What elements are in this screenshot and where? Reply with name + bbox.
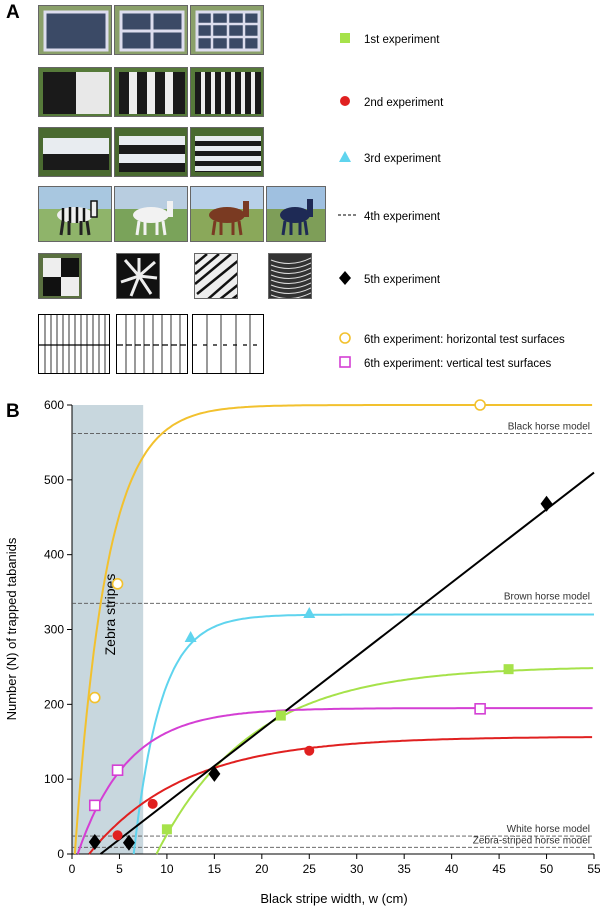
y-tick-label: 0	[57, 847, 64, 861]
photo-checkerboard-pattern	[38, 253, 82, 299]
legend-item-exp6-vertical: 6th experiment: vertical test surfaces	[338, 355, 551, 372]
x-tick-label: 35	[398, 862, 412, 876]
legend-label-exp1: 1st experiment	[364, 33, 440, 46]
legend-label-exp6-horizontal: 6th experiment: horizontal test surfaces	[364, 333, 565, 346]
photo-diagonal-stripe-pattern	[194, 253, 238, 299]
legend-item-exp5: 5th experiment	[338, 270, 440, 289]
legend-label-exp4: 4th experiment	[364, 210, 441, 223]
x-axis-label: Black stripe width, w (cm)	[260, 891, 407, 906]
photo-tray-medium-stripes	[114, 67, 188, 117]
series-curve	[99, 471, 595, 855]
x-tick-label: 55	[587, 862, 600, 876]
dashed-line-marker-icon	[338, 214, 358, 216]
panel-b-letter: B	[6, 401, 20, 422]
series-curve	[73, 404, 593, 855]
green-square-marker-icon	[340, 33, 350, 43]
y-axis-label: Number (N) of trapped tabanids	[4, 537, 19, 720]
x-tick-label: 20	[255, 862, 269, 876]
data-point-triangle	[303, 607, 316, 619]
legend-item-exp6-horizontal: 6th experiment: horizontal test surfaces	[338, 331, 565, 348]
data-point-open-square	[111, 764, 124, 776]
legend-item-exp3: 3rd experiment	[338, 150, 441, 167]
black-diamond-marker-icon	[339, 271, 351, 285]
data-point-square	[161, 824, 172, 835]
legend-label-exp5: 5th experiment	[364, 273, 441, 286]
legend-item-exp4: 4th experiment	[338, 208, 440, 225]
x-tick-label: 30	[350, 862, 364, 876]
zebra-stripes-label: Zebra stripes	[102, 574, 118, 656]
panel-b-chart: B Zebra stripes 0 100 200 300 400 500 600 0 5 10 15…	[4, 398, 600, 906]
data-point-square	[275, 710, 286, 721]
legend-label-exp2: 2nd experiment	[364, 96, 444, 109]
x-tick-label: 0	[69, 862, 76, 876]
series-curve	[76, 707, 593, 855]
data-point-circle	[304, 745, 315, 756]
data-point-circle	[112, 830, 123, 841]
legend-label-exp3: 3rd experiment	[364, 152, 441, 165]
data-point-diamond	[208, 765, 221, 782]
magenta-open-square-marker-icon	[339, 356, 351, 368]
x-tick-label: 10	[160, 862, 174, 876]
data-point-circle	[147, 798, 158, 809]
reference-line-label: Brown horse model	[504, 591, 590, 602]
legend-item-exp2: 2nd experiment	[338, 94, 443, 111]
photo-fine-curved-pattern	[268, 253, 312, 299]
x-tick-label: 50	[540, 862, 554, 876]
photo-radial-stripe-pattern	[116, 253, 160, 299]
red-circle-marker-icon	[340, 96, 350, 106]
legend-label-exp6-vertical: 6th experiment: vertical test surfaces	[364, 357, 552, 370]
photo-board-two-stripes	[114, 127, 188, 177]
legend-item-exp1: 1st experiment	[338, 31, 439, 48]
data-point-diamond	[88, 834, 101, 851]
data-point-open-square	[88, 799, 101, 812]
x-tick-label: 15	[208, 862, 222, 876]
panel-a: A	[0, 0, 600, 395]
y-tick-label: 600	[44, 398, 64, 412]
y-tick-label: 300	[44, 623, 64, 637]
reference-line-label: Zebra-striped horse model	[473, 835, 590, 846]
photo-zebra-horse-model	[38, 186, 112, 242]
data-point-open-circle	[474, 399, 486, 411]
y-tick-label: 100	[44, 772, 64, 786]
plot-area: Zebra stripes 0 100 200 300 400 500 600 0 5 10 15 20…	[44, 398, 600, 876]
photo-tray-narrow-stripes	[190, 67, 264, 117]
y-tick-label: 200	[44, 697, 64, 711]
cyan-triangle-marker-icon	[339, 151, 351, 162]
photo-board-many-stripes	[190, 127, 264, 177]
diagram-test-surface-medium	[116, 314, 188, 374]
photo-black-horse-model	[266, 186, 326, 242]
photo-tray-fine-grid	[190, 5, 264, 55]
y-tick-label: 400	[44, 548, 64, 562]
photo-tray-half-stripes	[38, 67, 112, 117]
y-tick-label: 500	[44, 473, 64, 487]
x-tick-label: 40	[445, 862, 459, 876]
photo-brown-horse-model	[190, 186, 264, 242]
diagram-test-surface-coarse	[192, 314, 264, 374]
reference-line-label: Black horse model	[508, 421, 590, 432]
photo-tray-quad-grid	[114, 5, 188, 55]
x-tick-label: 25	[303, 862, 317, 876]
data-point-open-square	[474, 703, 486, 715]
data-point-diamond	[540, 495, 553, 512]
photo-white-horse-model	[114, 186, 188, 242]
data-point-triangle	[184, 630, 197, 642]
series-curve	[88, 736, 593, 855]
photo-tray-plain	[38, 5, 112, 55]
panel-a-letter: A	[6, 2, 20, 23]
reference-line-label: White horse model	[507, 824, 590, 835]
data-point-open-circle	[88, 691, 101, 704]
data-point-diamond	[122, 834, 135, 851]
data-point-square	[503, 664, 514, 675]
data-point-open-circle	[111, 578, 124, 590]
yellow-open-circle-marker-icon	[339, 332, 351, 344]
photo-board-one-stripe	[38, 127, 112, 177]
x-tick-label: 45	[492, 862, 506, 876]
series-curve	[132, 613, 594, 855]
x-tick-label: 5	[116, 862, 123, 876]
diagram-test-surface-fine	[38, 314, 110, 374]
